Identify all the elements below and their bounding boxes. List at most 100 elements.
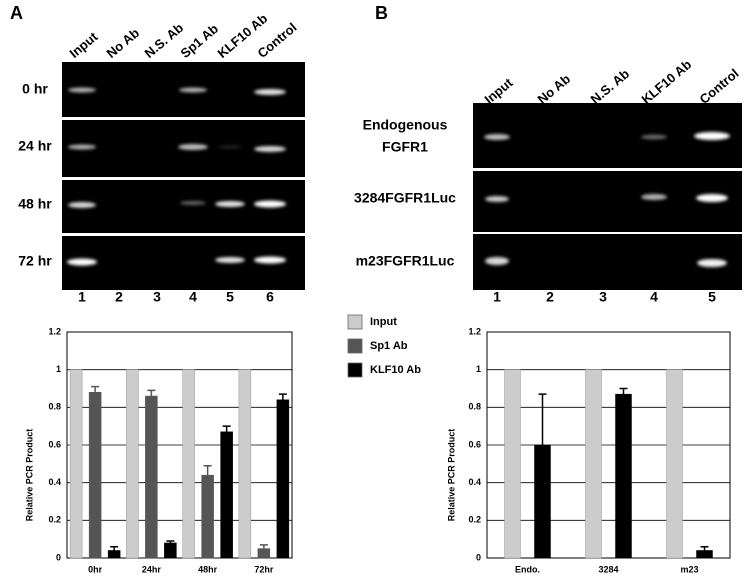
y-tick-label: 0.4 xyxy=(48,477,61,487)
gel-row xyxy=(473,171,742,232)
lane-label: KLF10 Ab xyxy=(638,57,694,107)
bar xyxy=(615,393,632,559)
y-tick-label: 0 xyxy=(56,552,61,562)
x-tick-label: 48hr xyxy=(198,564,218,574)
band xyxy=(215,201,245,207)
band xyxy=(641,134,667,140)
error-bar xyxy=(203,464,212,476)
y-tick-label: 1 xyxy=(476,364,481,374)
lane-label: Input xyxy=(481,75,515,107)
row-label: Endogenous xyxy=(363,117,448,133)
band xyxy=(694,132,730,140)
gel-a xyxy=(62,62,305,290)
error-bar xyxy=(700,545,709,551)
error-bar xyxy=(619,387,628,395)
legend-label: Input xyxy=(370,316,397,328)
bar xyxy=(107,550,121,559)
x-tick-label: 24hr xyxy=(142,564,162,574)
row-label: 3284FGFR1Luc xyxy=(354,190,456,206)
x-tick-label: 0hr xyxy=(88,564,103,574)
gel-b xyxy=(473,103,742,290)
bar xyxy=(257,548,271,559)
y-tick-label: 0.2 xyxy=(468,515,481,525)
band xyxy=(484,134,510,140)
y-axis-label: Relative PCR Product xyxy=(446,429,456,522)
band xyxy=(67,258,97,266)
lane-label: Sp1 Ab xyxy=(177,21,221,61)
error-bar xyxy=(278,393,287,400)
row-label: FGFR1 xyxy=(382,139,428,155)
lane-label: Input xyxy=(66,29,100,61)
plot-frame xyxy=(66,331,293,559)
lane-number: 3 xyxy=(153,289,161,305)
lane-number: 4 xyxy=(189,289,197,305)
lane-label: N.S. Ab xyxy=(587,66,632,107)
band xyxy=(179,87,207,93)
y-tick-label: 0.2 xyxy=(48,515,61,525)
band xyxy=(68,144,96,150)
x-tick-label: m23 xyxy=(680,564,698,574)
lane-number: 2 xyxy=(546,289,554,305)
bar xyxy=(696,550,713,559)
legend-label: Sp1 Ab xyxy=(370,340,408,352)
lane-number: 3 xyxy=(599,289,607,305)
row-label: 72 hr xyxy=(18,253,52,269)
lane-number: 1 xyxy=(78,289,86,305)
x-tick-label: Endo. xyxy=(515,564,540,574)
error-bar xyxy=(259,544,268,549)
band xyxy=(254,256,286,264)
lane-number: 1 xyxy=(493,289,501,305)
y-tick-label: 1.2 xyxy=(468,326,481,336)
band xyxy=(696,194,728,202)
band xyxy=(485,196,509,202)
band xyxy=(218,145,242,149)
lane-label: Control xyxy=(696,66,741,107)
x-tick-label: 3284 xyxy=(598,564,618,574)
y-tick-label: 0.6 xyxy=(48,439,61,449)
y-tick-label: 0 xyxy=(476,552,481,562)
bar xyxy=(69,369,83,559)
lane-label: N.S. Ab xyxy=(141,20,186,61)
lane-label: No Ab xyxy=(534,71,573,107)
bar xyxy=(201,474,214,559)
band xyxy=(180,201,206,205)
lane-number: 2 xyxy=(115,289,123,305)
error-bar xyxy=(91,385,100,393)
row-label: 48 hr xyxy=(18,196,52,212)
y-tick-label: 0.4 xyxy=(468,477,481,487)
panel-label: B xyxy=(375,3,388,23)
band xyxy=(254,146,286,152)
band xyxy=(68,87,96,93)
gel-row xyxy=(473,234,742,290)
bar xyxy=(504,369,521,559)
band xyxy=(641,194,667,200)
x-tick-label: 72hr xyxy=(254,564,274,574)
band xyxy=(254,200,286,208)
error-bar xyxy=(110,545,119,551)
band xyxy=(215,257,245,263)
bar xyxy=(238,369,252,559)
row-label: 0 hr xyxy=(22,81,48,97)
lane-label: No Ab xyxy=(103,25,142,61)
plot-frame xyxy=(486,331,731,559)
lane-number: 4 xyxy=(650,289,658,305)
error-bar xyxy=(147,389,156,397)
legend-label: KLF10 Ab xyxy=(370,364,421,376)
lane-number: 5 xyxy=(226,289,234,305)
legend-swatch xyxy=(347,314,363,330)
bar xyxy=(182,369,195,559)
legend-swatch xyxy=(347,338,363,354)
error-bar xyxy=(166,540,175,543)
lane-number: 5 xyxy=(708,289,716,305)
panel-label: A xyxy=(10,3,23,23)
y-tick-label: 0.8 xyxy=(48,402,61,412)
band xyxy=(697,259,727,267)
bar xyxy=(145,395,158,559)
bar xyxy=(534,444,551,559)
band xyxy=(68,202,96,208)
y-tick-label: 1 xyxy=(56,364,61,374)
row-label: m23FGFR1Luc xyxy=(356,253,455,269)
bar xyxy=(666,369,683,559)
bar xyxy=(220,431,233,559)
